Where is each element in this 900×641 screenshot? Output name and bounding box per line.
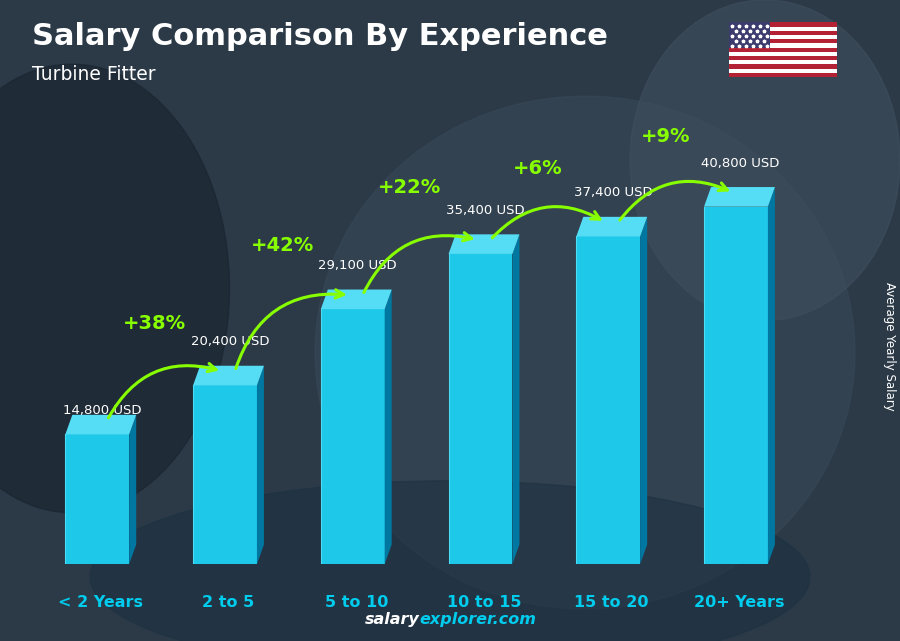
Polygon shape	[384, 290, 392, 564]
Polygon shape	[320, 309, 384, 564]
Text: 20+ Years: 20+ Years	[694, 595, 785, 610]
Ellipse shape	[630, 0, 900, 320]
Polygon shape	[130, 415, 136, 564]
Bar	[729, 22, 837, 27]
Bar	[729, 35, 837, 39]
Text: salary: salary	[364, 612, 419, 627]
Text: 40,800 USD: 40,800 USD	[701, 156, 780, 170]
Bar	[729, 22, 770, 47]
Polygon shape	[512, 235, 519, 564]
Polygon shape	[256, 366, 264, 564]
Polygon shape	[576, 217, 647, 237]
Polygon shape	[704, 206, 768, 564]
Text: 15 to 20: 15 to 20	[574, 595, 649, 610]
Bar	[729, 60, 837, 64]
Bar	[729, 44, 837, 47]
Text: 37,400 USD: 37,400 USD	[573, 187, 652, 199]
Text: explorer.com: explorer.com	[419, 612, 536, 627]
Bar	[729, 27, 837, 31]
Polygon shape	[768, 187, 775, 564]
Bar	[729, 69, 837, 72]
Ellipse shape	[90, 481, 810, 641]
Text: Turbine Fitter: Turbine Fitter	[32, 65, 155, 85]
Polygon shape	[66, 435, 130, 564]
Text: < 2 Years: < 2 Years	[58, 595, 143, 610]
Text: 20,400 USD: 20,400 USD	[191, 335, 269, 348]
Text: 10 to 15: 10 to 15	[446, 595, 521, 610]
Polygon shape	[194, 385, 256, 564]
Polygon shape	[448, 254, 512, 564]
Text: 5 to 10: 5 to 10	[325, 595, 388, 610]
Text: 2 to 5: 2 to 5	[202, 595, 255, 610]
Text: 29,100 USD: 29,100 USD	[319, 259, 397, 272]
Text: +42%: +42%	[250, 236, 314, 254]
Text: Salary Comparison By Experience: Salary Comparison By Experience	[32, 22, 608, 51]
Text: 35,400 USD: 35,400 USD	[446, 204, 525, 217]
Text: +6%: +6%	[513, 158, 562, 178]
Polygon shape	[640, 217, 647, 564]
Bar	[729, 39, 837, 44]
Bar	[729, 72, 837, 77]
Text: +22%: +22%	[378, 178, 442, 197]
Text: Average Yearly Salary: Average Yearly Salary	[883, 282, 896, 410]
Polygon shape	[704, 187, 775, 206]
Bar	[729, 56, 837, 60]
Ellipse shape	[0, 64, 230, 513]
Bar	[729, 52, 837, 56]
Polygon shape	[66, 415, 136, 435]
Bar	[729, 64, 837, 69]
Ellipse shape	[315, 96, 855, 609]
Polygon shape	[194, 366, 264, 385]
Bar	[729, 47, 837, 52]
Polygon shape	[576, 237, 640, 564]
Text: +38%: +38%	[123, 314, 186, 333]
Polygon shape	[448, 235, 519, 254]
Text: +9%: +9%	[641, 127, 690, 146]
Polygon shape	[320, 290, 392, 309]
Bar	[729, 31, 837, 35]
Text: 14,800 USD: 14,800 USD	[63, 404, 141, 417]
